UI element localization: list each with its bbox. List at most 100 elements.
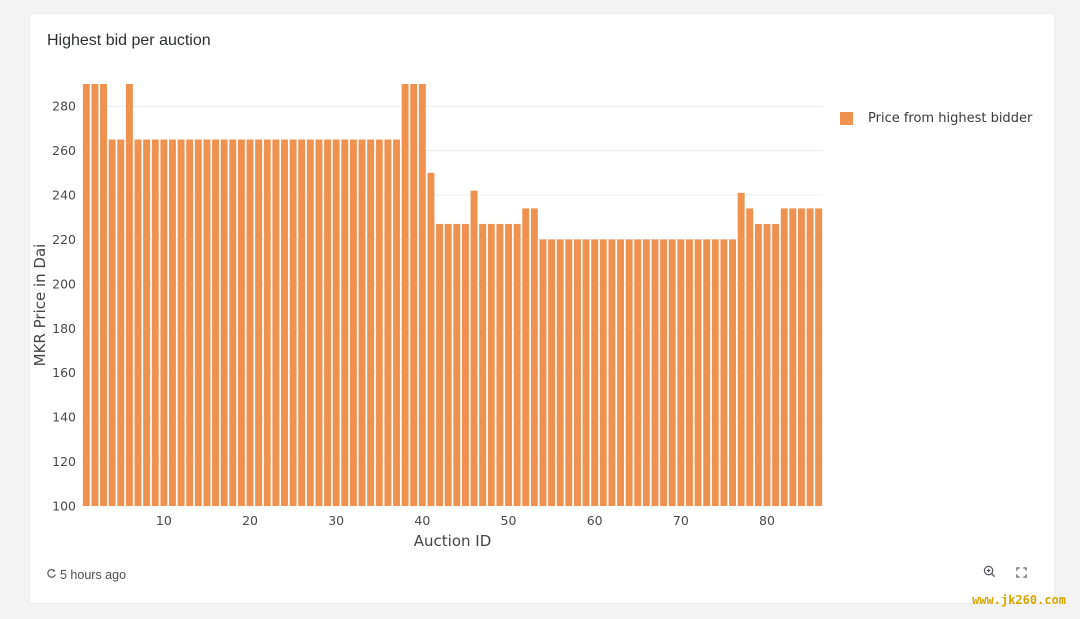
bar[interactable] [720,239,728,506]
bar[interactable] [737,192,745,506]
x-tick-label: 70 [673,513,689,528]
bar[interactable] [539,239,547,506]
bar[interactable] [453,223,461,506]
bar[interactable] [703,239,711,506]
bar[interactable] [444,223,452,506]
bar[interactable] [289,139,297,506]
bar[interactable] [789,208,797,506]
bar[interactable] [496,223,504,506]
bar[interactable] [237,139,245,506]
x-axis-title: Auction ID [414,532,492,550]
y-tick-label: 100 [52,499,76,514]
bar[interactable] [306,139,314,506]
bar[interactable] [410,84,418,506]
bar[interactable] [324,139,332,506]
bar[interactable] [634,239,642,506]
bar[interactable] [229,139,237,506]
bar[interactable] [685,239,693,506]
bar[interactable] [315,139,323,506]
y-tick-label: 240 [52,188,76,203]
bar[interactable] [358,139,366,506]
bar[interactable] [582,239,590,506]
bar[interactable] [780,208,788,506]
bar[interactable] [599,239,607,506]
bar[interactable] [513,223,521,506]
watermark: www.jk260.com [972,593,1066,607]
bar[interactable] [220,139,228,506]
bar[interactable] [125,84,133,506]
bar[interactable] [651,239,659,506]
bar[interactable] [169,139,176,506]
bar[interactable] [263,139,271,506]
bar[interactable] [660,239,668,506]
bar[interactable] [143,139,151,506]
bar[interactable] [160,139,168,506]
bar[interactable] [806,208,814,506]
bar[interactable] [617,239,624,506]
bar[interactable] [565,239,573,506]
bar[interactable] [177,139,185,506]
bar[interactable] [754,223,762,506]
bar[interactable] [729,239,736,506]
bar[interactable] [427,172,435,506]
bar[interactable] [487,223,495,506]
chart-legend[interactable]: Price from highest bidder [840,111,1032,126]
bar[interactable] [798,208,805,506]
x-tick-label: 80 [759,513,775,528]
bar[interactable] [298,139,306,506]
bar[interactable] [461,223,469,506]
bar[interactable] [694,239,702,506]
bar[interactable] [505,223,512,506]
x-tick-label: 40 [414,513,430,528]
bar[interactable] [91,84,99,506]
x-axis-ticks: 10 20 30 40 50 60 70 80 [156,513,775,528]
bar[interactable] [677,239,685,506]
bar[interactable] [281,139,288,506]
bar[interactable] [151,139,159,506]
bar[interactable] [393,139,400,506]
y-axis-title: MKR Price in Dai [31,244,49,367]
bar[interactable] [530,208,538,506]
bar[interactable] [246,139,254,506]
bar[interactable] [186,139,194,506]
bar[interactable] [401,84,409,506]
bar[interactable] [711,239,719,506]
bar[interactable] [203,139,211,506]
bar[interactable] [375,139,383,506]
bar[interactable] [100,84,107,506]
bar[interactable] [815,208,823,506]
bar[interactable] [625,239,633,506]
bar[interactable] [436,223,444,506]
bar[interactable] [470,190,478,507]
bar[interactable] [332,139,340,506]
bar[interactable] [134,139,142,506]
bar[interactable] [591,239,599,506]
bar[interactable] [255,139,263,506]
bar[interactable] [772,223,780,506]
bar[interactable] [556,239,564,506]
bar[interactable] [418,84,426,506]
bar[interactable] [384,139,392,506]
bar[interactable] [668,239,676,506]
bar[interactable] [194,139,202,506]
zoom-button[interactable] [982,565,996,581]
bar[interactable] [548,239,556,506]
bar[interactable] [117,139,125,506]
bar[interactable] [573,239,581,506]
bar[interactable] [341,139,349,506]
bar[interactable] [746,208,754,506]
bar[interactable] [82,84,90,506]
bar[interactable] [522,208,530,506]
bar[interactable] [272,139,280,506]
bar[interactable] [608,239,616,506]
x-tick-label: 30 [328,513,344,528]
bar[interactable] [349,139,357,506]
bar[interactable] [108,139,116,506]
bar[interactable] [763,223,771,506]
expand-button[interactable] [1014,567,1028,581]
y-tick-label: 260 [52,143,76,158]
bar[interactable] [479,223,487,506]
bar[interactable] [212,139,220,506]
bar[interactable] [642,239,650,506]
bar[interactable] [367,139,375,506]
